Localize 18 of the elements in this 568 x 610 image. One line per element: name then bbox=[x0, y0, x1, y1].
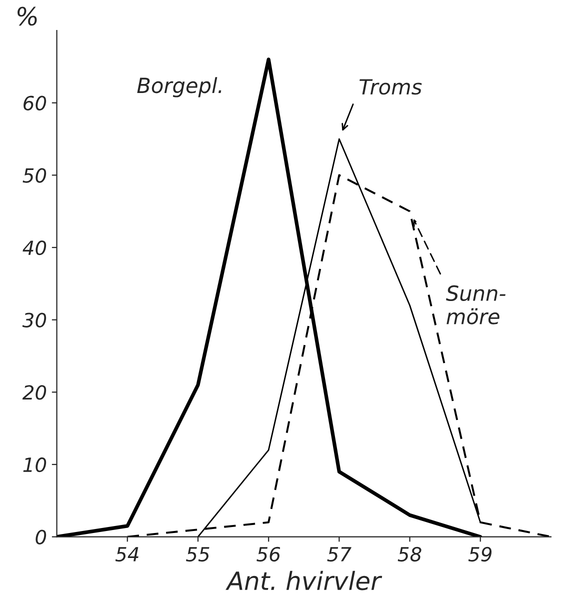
y-tick-label: 60 bbox=[24, 96, 46, 110]
y-tick-label: 20 bbox=[22, 385, 46, 400]
x-tick-label: 58 bbox=[398, 546, 422, 562]
y-tick-label: 0 bbox=[36, 530, 46, 544]
x-tick-label: 59 bbox=[468, 546, 492, 562]
y-tick-label: 40 bbox=[22, 240, 46, 256]
series-label: Sunn- möre bbox=[446, 285, 506, 324]
y-tick-label: 10 bbox=[23, 457, 46, 472]
x-tick-label: 54 bbox=[115, 547, 138, 562]
y-axis-title: % bbox=[18, 6, 37, 26]
text: Troms bbox=[360, 79, 422, 95]
series-label: Borgepl. bbox=[137, 77, 222, 98]
x-axis-title: Ant. hvirvler bbox=[226, 570, 382, 590]
x-tick-label: 56 bbox=[256, 546, 280, 562]
x-tick-label: 57 bbox=[327, 547, 352, 562]
y-tick-label: 50 bbox=[22, 168, 46, 183]
y-tick-label: 30 bbox=[22, 312, 46, 328]
x-tick-label: 55 bbox=[186, 547, 210, 562]
